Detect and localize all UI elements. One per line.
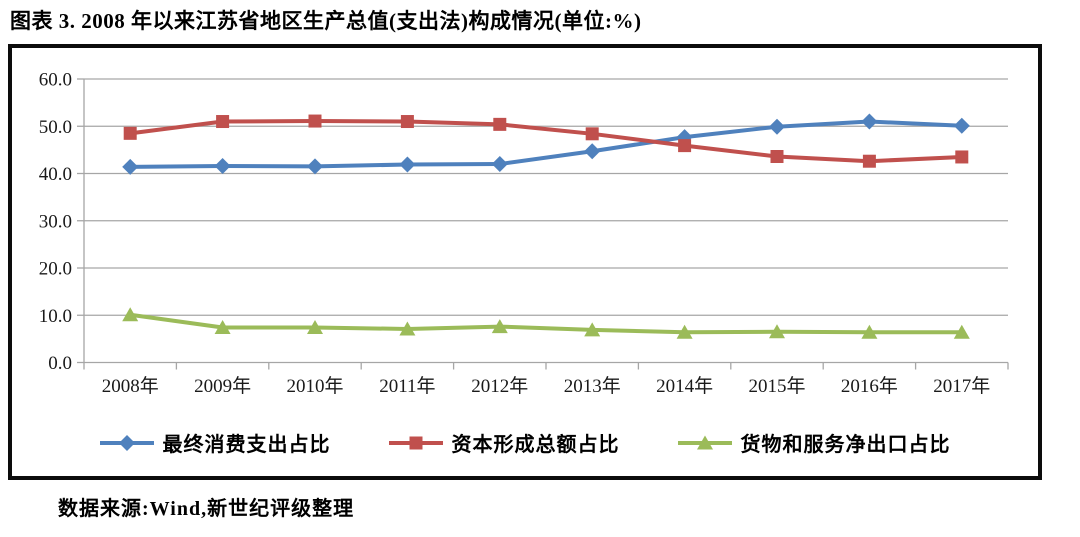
y-tick-label: 10.0 (39, 306, 72, 327)
triangle-marker-icon (584, 322, 601, 337)
series-line-triangle (129, 312, 962, 335)
series-line-square (129, 119, 962, 164)
legend-item-1: 资本形成总额占比 (388, 428, 620, 457)
series-line-diamond (130, 119, 962, 169)
legend-item-2: 货物和服务净出口占比 (677, 428, 951, 457)
triangle-marker-icon (307, 320, 323, 335)
diamond-marker-icon (122, 158, 139, 175)
triangle-marker-icon (953, 324, 970, 339)
x-tick-label: 2010年 (286, 375, 343, 397)
x-tick-label: 2017年 (933, 375, 990, 397)
diamond-legend-icon (99, 434, 154, 451)
chart-legend: 最终消费支出占比 资本形成总额占比 货物和服务净出口占比 (12, 428, 1038, 457)
square-marker-icon (400, 115, 414, 129)
square-marker-icon (123, 126, 137, 140)
triangle-marker-icon (769, 324, 785, 339)
chart-frame: 0.0 10.0 20.0 30.0 40.0 50.0 60.0 2008年 2009年 201… (8, 44, 1042, 480)
square-marker-icon (493, 117, 507, 131)
x-tick-label: 2014年 (656, 375, 713, 397)
square-marker-icon (955, 150, 969, 164)
y-tick-label: 40.0 (39, 164, 72, 185)
y-tick-label: 0.0 (48, 353, 72, 374)
triangle-marker-icon (491, 319, 508, 334)
chart-title: 图表 3. 2008 年以来江苏省地区生产总值(支出法)构成情况(单位:%) (10, 9, 642, 33)
diamond-marker-icon (769, 118, 785, 135)
x-tick-label: 2012年 (471, 375, 528, 397)
diamond-marker-icon (584, 143, 601, 160)
legend-label-0: 最终消费支出占比 (162, 434, 331, 456)
triangle-marker-icon (214, 320, 231, 335)
square-marker-icon (862, 154, 876, 168)
diamond-marker-icon (399, 156, 416, 173)
x-tick-label: 2016年 (841, 375, 898, 397)
x-tick-label: 2011年 (379, 375, 435, 397)
square-marker-icon (585, 127, 599, 141)
x-tick-label: 2013年 (564, 375, 621, 397)
line-chart-plot: 0.0 10.0 20.0 30.0 40.0 50.0 60.0 2008年 2009年 201… (39, 70, 1009, 397)
triangle-marker-icon (399, 321, 416, 336)
y-tick-label: 60.0 (39, 70, 72, 91)
triangle-legend-icon (677, 435, 732, 449)
diamond-marker-icon (861, 113, 878, 130)
diamond-marker-icon (307, 158, 323, 175)
triangle-marker-icon (676, 324, 693, 339)
diamond-marker-icon (214, 157, 231, 174)
y-tick-label: 20.0 (39, 259, 72, 280)
x-tick-label: 2008年 (102, 375, 159, 397)
source-note: 数据来源:Wind,新世纪评级整理 (58, 498, 355, 520)
y-tick-label: 30.0 (39, 211, 72, 232)
legend-label-1: 资本形成总额占比 (451, 434, 620, 456)
x-tick-label: 2015年 (748, 375, 805, 397)
y-tick-label: 50.0 (39, 117, 72, 138)
square-marker-icon (770, 149, 784, 163)
legend-item-0: 最终消费支出占比 (99, 428, 331, 457)
square-legend-icon (388, 436, 443, 449)
square-marker-icon (678, 139, 692, 153)
diamond-marker-icon (953, 117, 970, 134)
x-tick-label: 2009年 (194, 375, 251, 397)
legend-label-2: 货物和服务净出口占比 (740, 434, 951, 456)
diamond-marker-icon (491, 156, 508, 173)
square-marker-icon (216, 115, 230, 129)
triangle-marker-icon (122, 307, 139, 322)
triangle-marker-icon (861, 324, 878, 339)
square-marker-icon (308, 114, 322, 128)
